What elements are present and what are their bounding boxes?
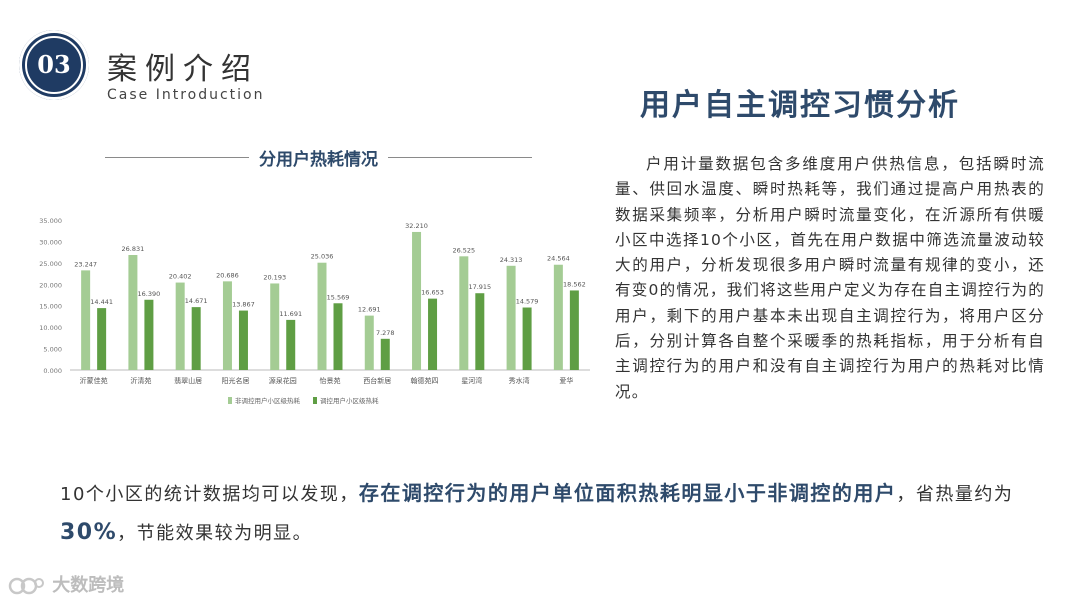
y-tick-label: 30.000 — [39, 238, 62, 246]
category-label: 星河湾 — [461, 376, 482, 385]
category-label: 翰德苑四 — [411, 376, 439, 385]
category-label: 爱华 — [559, 376, 573, 385]
conclusion-tail: ，节能效果较为明显。 — [117, 523, 313, 544]
watermark-logo-icon — [8, 577, 44, 595]
bar-non-controlled — [270, 283, 280, 370]
data-label: 15.569 — [327, 293, 350, 301]
data-label: 17.915 — [468, 283, 491, 291]
data-label: 16.653 — [421, 289, 444, 297]
data-label: 11.691 — [279, 310, 302, 318]
data-label: 14.441 — [90, 298, 113, 306]
main-title: 用户自主调控习惯分析 — [640, 88, 960, 123]
watermark: 大数跨境 — [8, 571, 124, 597]
legend-swatch — [313, 397, 317, 404]
conclusion-percent: 30% — [60, 520, 118, 545]
category-label: 沂蒙佳苑 — [80, 376, 108, 385]
legend-swatch — [228, 397, 232, 404]
category-label: 沂清苑 — [130, 376, 151, 385]
bar-controlled — [191, 307, 201, 370]
data-label: 25.036 — [311, 253, 334, 261]
data-label: 7.278 — [376, 329, 395, 337]
data-label: 20.402 — [169, 273, 192, 281]
data-label: 32.210 — [405, 222, 428, 230]
bar-controlled — [522, 307, 532, 370]
data-label: 12.691 — [358, 306, 381, 314]
y-tick-label: 5.000 — [43, 346, 62, 354]
bar-controlled — [333, 303, 343, 370]
bar-non-controlled — [364, 315, 374, 370]
y-tick-label: 25.000 — [39, 260, 62, 268]
bar-non-controlled — [553, 264, 563, 370]
data-label: 20.193 — [263, 273, 286, 281]
description-paragraph: 户用计量数据包含多维度用户供热信息，包括瞬时流量、供回水温度、瞬时热耗等，我们通… — [615, 155, 1045, 401]
y-tick-label: 0.000 — [43, 367, 62, 375]
bar-controlled — [286, 319, 296, 370]
bar-non-controlled — [506, 265, 516, 370]
data-label: 20.686 — [216, 271, 239, 279]
conclusion-highlight: 存在调控行为的用户单位面积热耗明显小于非调控的用户 — [358, 481, 897, 505]
data-label: 24.564 — [547, 255, 570, 263]
watermark-text: 大数跨境 — [52, 575, 125, 596]
legend-label: 调控用户小区级热耗 — [320, 396, 379, 405]
conclusion-text: 10个小区的统计数据均可以发现，存在调控行为的用户单位面积热耗明显小于非调控的用… — [60, 474, 1030, 553]
data-label: 26.831 — [122, 245, 145, 253]
chart-title-block: 分用户热耗情况 — [105, 143, 532, 171]
y-tick-label: 35.000 — [39, 217, 62, 225]
section-subtitle: Case Introduction — [107, 87, 265, 103]
data-label: 14.579 — [516, 298, 539, 306]
conclusion-lead: 10个小区的统计数据均可以发现， — [60, 484, 359, 505]
category-label: 源泉花园 — [269, 376, 297, 385]
chart-title: 分用户热耗情况 — [249, 150, 388, 170]
y-tick-label: 15.000 — [39, 303, 62, 311]
data-label: 14.671 — [185, 297, 208, 305]
category-label: 怡景苑 — [320, 376, 341, 385]
bar-non-controlled — [412, 231, 422, 370]
bar-controlled — [380, 338, 390, 370]
data-label: 18.562 — [563, 280, 586, 288]
bar-controlled — [238, 310, 248, 370]
data-label: 16.390 — [138, 290, 161, 298]
y-tick-label: 20.000 — [39, 281, 62, 289]
data-label: 13.867 — [232, 301, 255, 309]
bar-controlled — [569, 290, 579, 370]
section-title: 案例介绍 — [107, 52, 259, 87]
heat-consumption-bar-chart: 0.000 5.000 10.000 15.000 20.000 25.000 30.000… — [39, 217, 590, 405]
bar-non-controlled — [317, 262, 327, 370]
bar-non-controlled — [222, 281, 232, 370]
category-label: 秀水湾 — [509, 376, 530, 385]
category-label: 西台新居 — [363, 376, 391, 385]
data-label: 26.525 — [452, 246, 475, 254]
category-label: 阳光名居 — [221, 376, 249, 385]
bar-controlled — [97, 308, 107, 370]
bar-non-controlled — [175, 282, 185, 370]
legend-label: 非调控用户小区级热耗 — [235, 396, 301, 405]
bar-non-controlled — [81, 270, 91, 370]
bar-controlled — [475, 293, 485, 370]
section-badge-ring — [25, 36, 83, 94]
category-label: 翡翠山居 — [174, 376, 202, 385]
bar-controlled — [144, 299, 154, 370]
bar-controlled — [428, 298, 438, 370]
y-tick-label: 10.000 — [39, 324, 62, 332]
data-label: 24.313 — [500, 256, 523, 264]
data-label: 23.247 — [74, 260, 97, 268]
bar-non-controlled — [128, 255, 138, 370]
bar-non-controlled — [459, 256, 469, 370]
conclusion-middle: ，省热量约为 — [896, 484, 1014, 505]
section-number: 03 — [37, 50, 71, 79]
